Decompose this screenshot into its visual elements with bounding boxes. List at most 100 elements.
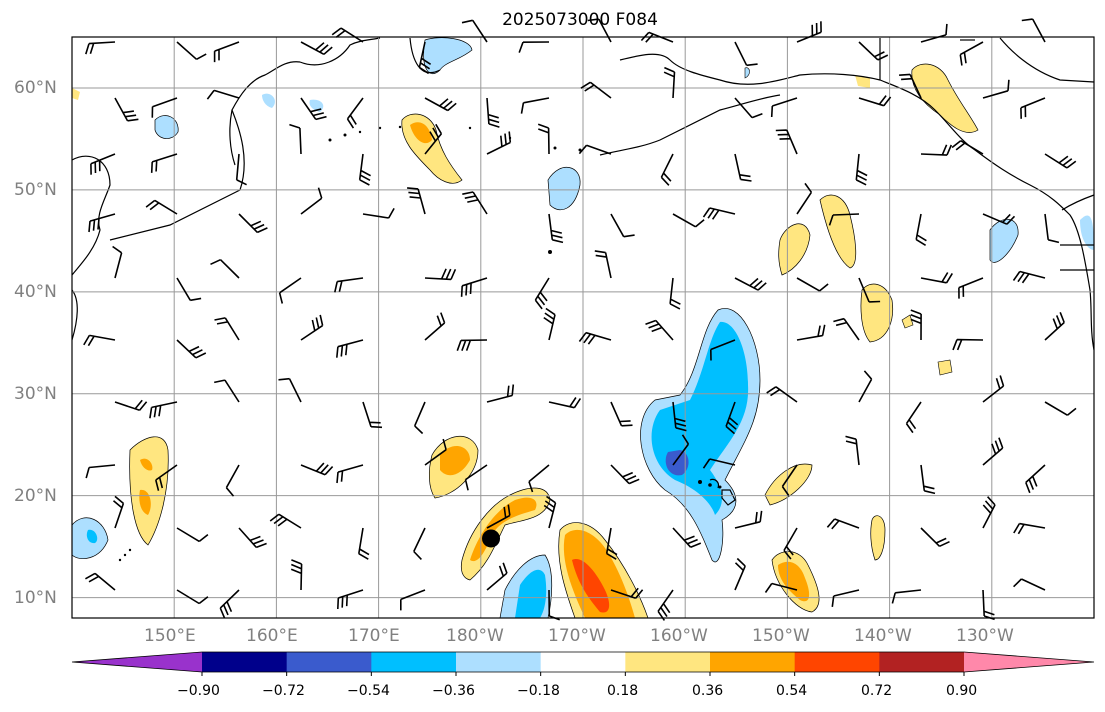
wind-barb bbox=[225, 464, 240, 497]
colorbar-segment bbox=[371, 652, 457, 672]
lon-label-140w: 140°W bbox=[854, 626, 912, 646]
wind-barb bbox=[796, 21, 822, 43]
wind-barb bbox=[331, 27, 364, 43]
lon-label-160e: 160°E bbox=[246, 626, 298, 646]
wind-barb bbox=[528, 464, 550, 493]
wind-barb bbox=[657, 589, 674, 621]
wind-barb bbox=[155, 464, 178, 491]
wind-barb bbox=[982, 79, 1010, 99]
lat-label-20: 20°N bbox=[14, 486, 57, 506]
wind-barb bbox=[858, 95, 892, 107]
wind-barb bbox=[578, 331, 612, 345]
wind-barb bbox=[710, 339, 736, 361]
wind-barb bbox=[734, 41, 758, 67]
wind-barb bbox=[300, 314, 324, 341]
wind-barb bbox=[150, 153, 178, 173]
wind-barb bbox=[486, 562, 508, 591]
wind-barb bbox=[781, 464, 798, 496]
colorbar-tick-label: 0.90 bbox=[946, 683, 978, 699]
wind-barb bbox=[734, 97, 763, 119]
wind-barb bbox=[1044, 401, 1077, 416]
lon-label-180w: 180°W bbox=[446, 626, 504, 646]
wind-barb bbox=[537, 123, 550, 155]
wind-barb bbox=[176, 339, 207, 359]
wind-barb bbox=[85, 41, 116, 55]
wind-barb bbox=[672, 401, 687, 432]
storm-center-marker bbox=[482, 529, 501, 548]
wind-barb bbox=[764, 582, 798, 593]
wind-barb bbox=[610, 401, 633, 427]
wind-barb bbox=[958, 277, 984, 299]
wind-barb bbox=[910, 309, 922, 341]
colorbar-segment bbox=[202, 652, 288, 672]
wind-barb bbox=[770, 97, 798, 118]
wind-barb bbox=[725, 401, 739, 435]
wind-barb bbox=[520, 97, 550, 114]
wind-barb bbox=[413, 527, 426, 560]
wind-barb bbox=[145, 199, 178, 215]
wind-barb bbox=[543, 307, 556, 341]
wind-barb bbox=[278, 277, 302, 304]
colorbar-segment bbox=[456, 652, 542, 672]
wind-barb bbox=[605, 527, 618, 560]
wind-barb bbox=[238, 213, 268, 234]
wind-barb bbox=[424, 312, 446, 341]
lat-label-60: 60°N bbox=[14, 78, 57, 98]
wind-barb bbox=[176, 527, 209, 543]
wind-barb bbox=[219, 589, 240, 619]
wind-barb bbox=[112, 245, 123, 279]
wind-barb bbox=[176, 277, 202, 302]
wind-barb bbox=[920, 23, 948, 43]
colorbar-tick-label: 0.36 bbox=[692, 683, 724, 699]
wind-barb bbox=[300, 97, 327, 121]
wind-barb bbox=[358, 527, 370, 560]
wind-barb bbox=[362, 208, 395, 219]
wind-barb bbox=[358, 153, 371, 186]
wind-barb bbox=[300, 187, 323, 215]
colorbar-extend-min bbox=[72, 652, 202, 672]
wind-barb bbox=[85, 572, 116, 591]
colorbar-segment bbox=[879, 652, 965, 672]
wind-barb bbox=[213, 41, 240, 63]
wind-barb bbox=[176, 41, 207, 61]
lon-label-170w: 170°W bbox=[548, 626, 606, 646]
wind-barb bbox=[407, 187, 426, 215]
wind-barb bbox=[959, 41, 984, 66]
wind-barb bbox=[486, 384, 515, 403]
lon-label-150e: 150°E bbox=[144, 626, 196, 646]
colorbar-tick-label: 0.54 bbox=[776, 683, 808, 699]
wind-barb bbox=[1013, 522, 1046, 535]
colorbar-segment bbox=[540, 652, 626, 672]
colorbar-tick-label: −0.36 bbox=[432, 683, 475, 699]
wind-barb bbox=[362, 401, 383, 429]
wind-barb bbox=[734, 153, 752, 182]
wind-barb bbox=[300, 41, 333, 56]
wind-barb bbox=[214, 317, 240, 341]
wind-barb bbox=[424, 97, 457, 112]
wind-barb bbox=[518, 41, 550, 53]
wind-barb bbox=[796, 324, 826, 341]
wind-barb bbox=[214, 379, 240, 403]
wind-barb bbox=[548, 213, 564, 244]
wind-barb bbox=[858, 41, 889, 61]
wind-barb bbox=[672, 434, 690, 466]
colorbar-tick-label: 0.18 bbox=[607, 683, 639, 699]
wind-barb bbox=[905, 401, 922, 434]
map-title: 2025073000 F084 bbox=[502, 10, 658, 30]
colorbar bbox=[71, 651, 1095, 676]
wind-barb bbox=[796, 277, 829, 292]
wind-barb bbox=[669, 277, 681, 310]
wind-barb bbox=[462, 191, 488, 215]
wind-barb bbox=[783, 527, 798, 560]
wind-barb bbox=[845, 435, 860, 466]
lat-label-50: 50°N bbox=[14, 180, 57, 200]
gridlines bbox=[72, 37, 1094, 618]
wind-barb bbox=[486, 97, 500, 128]
colorbar-segment bbox=[625, 652, 711, 672]
wind-barb bbox=[920, 527, 950, 548]
lat-label-30: 30°N bbox=[14, 384, 57, 404]
wind-barb bbox=[418, 41, 432, 75]
wind-barb bbox=[543, 495, 557, 529]
wind-barb bbox=[915, 213, 927, 246]
coastlines bbox=[71, 37, 1095, 506]
